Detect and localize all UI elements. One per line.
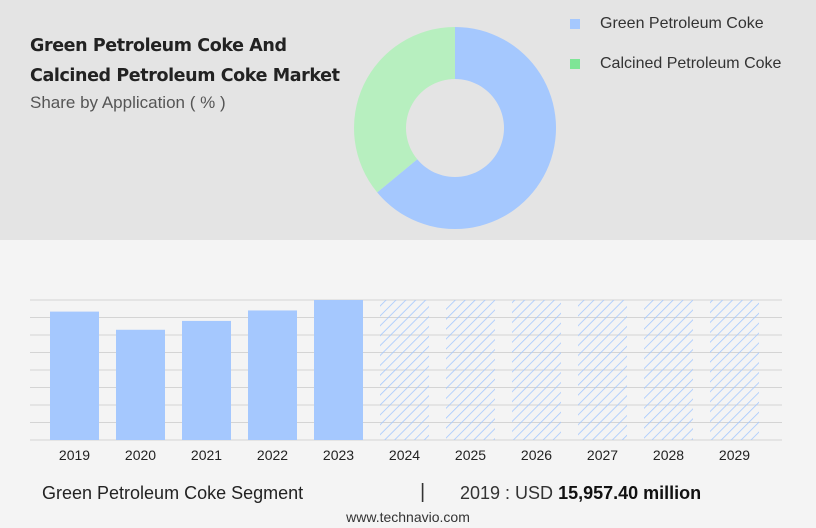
x-tick-label-2019: 2019 xyxy=(59,447,90,463)
x-tick-label-2026: 2026 xyxy=(521,447,552,463)
title-line-2: Calcined Petroleum Coke Market xyxy=(30,66,340,86)
x-tick-label-2021: 2021 xyxy=(191,447,222,463)
x-tick-label-2020: 2020 xyxy=(125,447,156,463)
x-tick-label-2027: 2027 xyxy=(587,447,618,463)
footer-year-label: 2019 : USD xyxy=(460,483,554,503)
x-tick-label-2029: 2029 xyxy=(719,447,750,463)
donut-slice-calcined-petroleum-coke xyxy=(354,27,455,193)
donut-slice-green-petroleum-coke xyxy=(377,27,556,230)
legend-item-green-petroleum-coke: Green Petroleum Coke xyxy=(570,14,781,34)
bar-2023 xyxy=(314,300,363,440)
footer-separator: | xyxy=(420,481,426,503)
bar-2027 xyxy=(578,300,627,440)
bar-2026 xyxy=(512,300,561,440)
legend: Green Petroleum Coke Calcined Petroleum … xyxy=(570,14,781,94)
x-tick-label-2023: 2023 xyxy=(323,447,354,463)
footer-value-number: 15,957.40 million xyxy=(558,483,702,503)
watermark: www.technavio.com xyxy=(346,509,470,525)
title-line-1: Green Petroleum Coke And xyxy=(30,36,287,56)
x-tick-label-2024: 2024 xyxy=(389,447,420,463)
donut-chart xyxy=(354,27,556,230)
x-tick-label-2028: 2028 xyxy=(653,447,684,463)
bar-2028 xyxy=(644,300,693,440)
bar-2020 xyxy=(116,329,165,440)
bar-2022 xyxy=(248,310,297,440)
chart-title: Green Petroleum Coke And Calcined Petrol… xyxy=(30,31,370,91)
footer-segment-label: Green Petroleum Coke Segment xyxy=(42,483,304,503)
footer-value: 2019 : USD 15,957.40 million xyxy=(460,483,701,504)
bar-2029 xyxy=(710,300,759,440)
legend-label: Green Petroleum Coke xyxy=(600,15,764,32)
bar-2025 xyxy=(446,300,495,440)
bar-2024 xyxy=(380,300,429,440)
bar-2019 xyxy=(50,311,99,440)
legend-swatch xyxy=(570,59,580,69)
bar-chart: 2019 2020 2021 2022 2023 2024 2025 2026 2027 2028… xyxy=(30,299,782,463)
x-tick-label-2022: 2022 xyxy=(257,447,288,463)
legend-swatch xyxy=(570,19,580,29)
chart-subtitle: Share by Application ( % ) xyxy=(30,93,226,112)
x-tick-label-2025: 2025 xyxy=(455,447,486,463)
legend-item-calcined-petroleum-coke: Calcined Petroleum Coke xyxy=(570,54,781,74)
bar-2021 xyxy=(182,320,231,440)
legend-label: Calcined Petroleum Coke xyxy=(600,55,782,72)
